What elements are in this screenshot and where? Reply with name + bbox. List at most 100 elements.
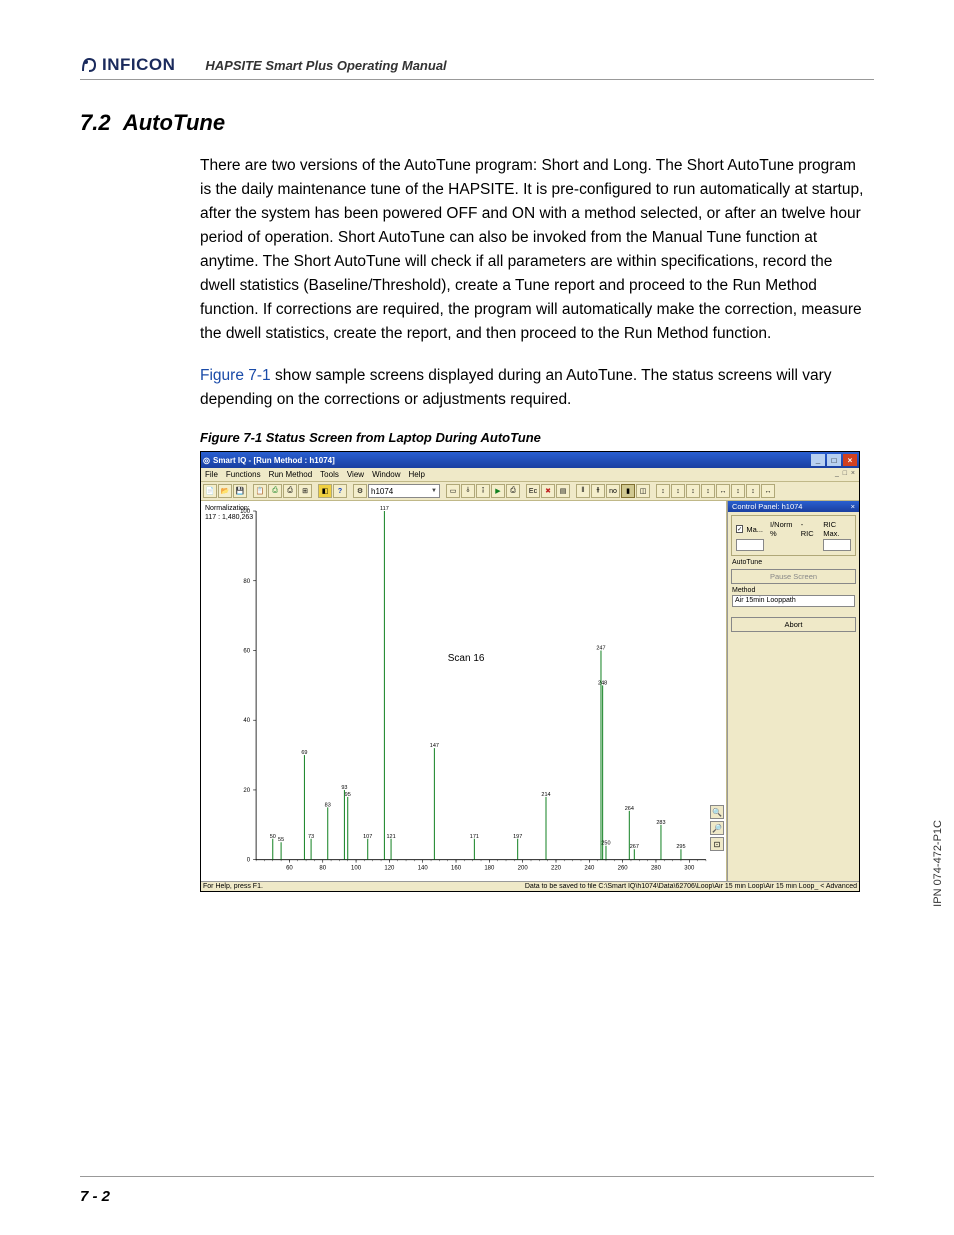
logo-icon <box>80 56 98 74</box>
spectrum-chart: Normalization: 117 : 1,480,263 Scan 16 0… <box>201 501 727 881</box>
svg-text:260: 260 <box>618 866 629 872</box>
abort-button[interactable]: Abort <box>731 617 856 632</box>
menu-view[interactable]: View <box>347 470 364 479</box>
page-number: 7 - 2 <box>80 1188 110 1205</box>
toolbar-btn[interactable]: ⊞ <box>298 484 312 498</box>
menu-tools[interactable]: Tools <box>320 470 339 479</box>
svg-text:69: 69 <box>301 750 307 756</box>
toolbar-btn[interactable]: ⫵ <box>591 484 605 498</box>
toolbar-btn[interactable]: ⫱ <box>476 484 490 498</box>
minimize-icon[interactable]: _ <box>811 454 825 466</box>
svg-text:95: 95 <box>345 792 351 798</box>
zoom-in-icon[interactable]: 🔍 <box>710 805 724 819</box>
svg-text:120: 120 <box>384 866 395 872</box>
mass-input[interactable] <box>736 539 764 551</box>
toolbar-btn[interactable]: ↕ <box>686 484 700 498</box>
brand-logo: INFICON <box>80 55 175 75</box>
svg-text:147: 147 <box>430 743 439 749</box>
mass-checkbox[interactable]: ✓ <box>736 525 743 533</box>
toolbar-btn[interactable]: no <box>606 484 620 498</box>
menu-help[interactable]: Help <box>409 470 425 479</box>
paragraph-1: There are two versions of the AutoTune p… <box>200 154 864 346</box>
method-group-label: Method <box>732 587 855 594</box>
menu-window[interactable]: Window <box>372 470 400 479</box>
footer-rule <box>80 1176 874 1177</box>
toolbar-btn[interactable]: ⎙ <box>506 484 520 498</box>
toolbar-btn[interactable]: ⫰ <box>461 484 475 498</box>
control-panel: Control Panel: h1074× ✓ Ma... I/Norm % -… <box>727 501 859 881</box>
status-right: Data to be saved to file C:\Smart IQ\h10… <box>525 883 857 890</box>
method-combo[interactable]: h1074▼ <box>368 484 440 498</box>
svg-text:83: 83 <box>325 803 331 809</box>
svg-text:264: 264 <box>625 806 634 812</box>
svg-text:248: 248 <box>598 681 607 687</box>
svg-text:50: 50 <box>270 834 276 840</box>
svg-text:267: 267 <box>630 844 639 850</box>
toolbar-btn[interactable]: ↕ <box>731 484 745 498</box>
side-doc-code: IPN 074-472-P1C <box>932 820 944 907</box>
svg-text:93: 93 <box>341 785 347 791</box>
toolbar-btn[interactable]: ▶ <box>491 484 505 498</box>
svg-text:100: 100 <box>351 866 362 872</box>
svg-text:247: 247 <box>596 646 605 652</box>
toolbar-btn[interactable]: 💾 <box>233 484 247 498</box>
menu-file[interactable]: File <box>205 470 218 479</box>
svg-text:60: 60 <box>243 649 250 655</box>
svg-text:250: 250 <box>601 841 610 847</box>
toolbar-btn[interactable]: ⎙ <box>283 484 297 498</box>
zoom-out-icon[interactable]: 🔎 <box>710 821 724 835</box>
menu-bar: File Functions Run Method Tools View Win… <box>201 468 859 481</box>
svg-text:0: 0 <box>247 858 251 864</box>
method-field[interactable]: Air 15min Looppath <box>732 595 855 607</box>
toolbar-btn[interactable]: ↕ <box>746 484 760 498</box>
menu-functions[interactable]: Functions <box>226 470 261 479</box>
toolbar-btn[interactable]: 📋 <box>253 484 267 498</box>
figure-ref-link[interactable]: Figure 7-1 <box>200 367 271 384</box>
spectrum-svg: 0204060801006080100120140160180200220240… <box>201 501 726 882</box>
svg-text:280: 280 <box>651 866 662 872</box>
svg-text:300: 300 <box>684 866 695 872</box>
toolbar-btn[interactable]: ▭ <box>446 484 460 498</box>
toolbar-btn[interactable]: ⎙ <box>268 484 282 498</box>
brand-name: INFICON <box>102 55 175 75</box>
screenshot-smart-iq: ◎ Smart IQ - [Run Method : h1074] _ □ × … <box>200 451 860 892</box>
toolbar-btn[interactable]: ↔ <box>716 484 730 498</box>
toolbar-btn[interactable]: ? <box>333 484 347 498</box>
toolbar-btn[interactable]: Ec <box>526 484 540 498</box>
toolbar-btn[interactable]: ⚙ <box>353 484 367 498</box>
toolbar: 📄 📂 💾 📋 ⎙ ⎙ ⊞ ◧ ? ⚙ h1074▼ ▭ ⫰ ⫱ ▶ ⎙ Ec … <box>201 481 859 501</box>
ric-input[interactable] <box>823 539 851 551</box>
toolbar-btn[interactable]: ↕ <box>656 484 670 498</box>
toolbar-btn[interactable]: ↕ <box>701 484 715 498</box>
paragraph-2: Figure 7-1 show sample screens displayed… <box>200 364 864 412</box>
toolbar-btn[interactable]: ◧ <box>318 484 332 498</box>
page-header: INFICON HAPSITE Smart Plus Operating Man… <box>80 55 874 80</box>
toolbar-btn[interactable]: ▤ <box>556 484 570 498</box>
pause-screen-button[interactable]: Pause Screen <box>731 569 856 584</box>
toolbar-btn[interactable]: ↕ <box>671 484 685 498</box>
svg-text:73: 73 <box>308 834 314 840</box>
toolbar-btn[interactable]: ↔ <box>761 484 775 498</box>
toolbar-btn[interactable]: 📄 <box>203 484 217 498</box>
zoom-reset-icon[interactable]: ⊡ <box>710 837 724 851</box>
svg-text:60: 60 <box>286 866 293 872</box>
toolbar-btn[interactable]: 📂 <box>218 484 232 498</box>
status-bar: For Help, press F1. Data to be saved to … <box>201 881 859 891</box>
window-titlebar[interactable]: ◎ Smart IQ - [Run Method : h1074] _ □ × <box>201 452 859 468</box>
control-panel-title[interactable]: Control Panel: h1074× <box>728 501 859 512</box>
toolbar-btn[interactable]: ✖ <box>541 484 555 498</box>
svg-text:214: 214 <box>541 792 550 798</box>
toolbar-btn[interactable]: ▮ <box>621 484 635 498</box>
document-title: HAPSITE Smart Plus Operating Manual <box>205 58 446 75</box>
figure-caption: Figure 7-1 Status Screen from Laptop Dur… <box>200 430 874 445</box>
menu-runmethod[interactable]: Run Method <box>269 470 313 479</box>
svg-text:20: 20 <box>243 788 250 794</box>
close-icon[interactable]: × <box>851 502 855 511</box>
svg-text:160: 160 <box>451 866 462 872</box>
toolbar-btn[interactable]: ◫ <box>636 484 650 498</box>
close-icon[interactable]: × <box>843 454 857 466</box>
svg-text:107: 107 <box>363 834 372 840</box>
toolbar-btn[interactable]: ⫴ <box>576 484 590 498</box>
maximize-icon[interactable]: □ <box>827 454 841 466</box>
svg-text:240: 240 <box>584 866 595 872</box>
